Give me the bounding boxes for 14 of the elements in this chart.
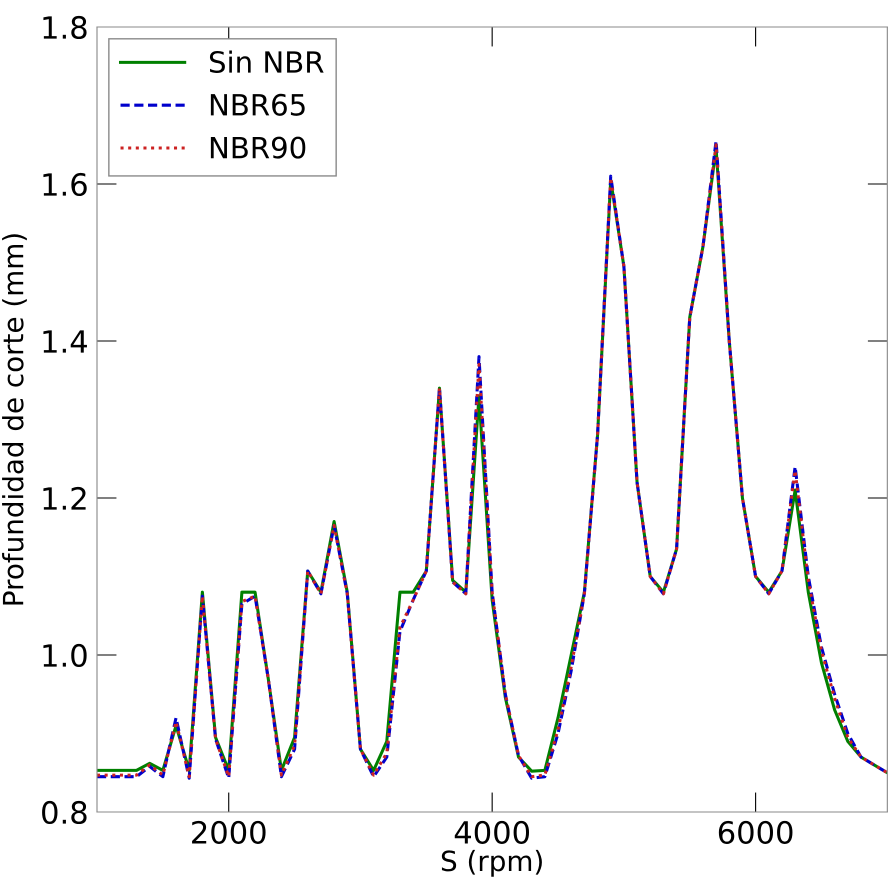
x-tick-label: 2000 [192, 820, 266, 844]
y-axis-title: Profundidad de corte (mm) [2, 234, 27, 604]
x-axis-title: S (rpm) [442, 850, 542, 877]
y-tick-label: 1.6 [43, 172, 87, 196]
x-tick-label: 6000 [718, 820, 792, 844]
legend-label: NBR65 [210, 94, 305, 116]
legend-label: NBR90 [210, 136, 306, 159]
y-tick-label: 1.8 [43, 16, 87, 40]
legend-label: Sin NBR [210, 50, 324, 74]
x-tick-label: 4000 [454, 820, 530, 844]
y-tick-label: 0.8 [42, 800, 87, 824]
y-tick-label: 1.2 [43, 486, 86, 510]
y-tick-label: 1.4 [43, 330, 87, 353]
y-tick-label: 1.0 [43, 644, 87, 668]
